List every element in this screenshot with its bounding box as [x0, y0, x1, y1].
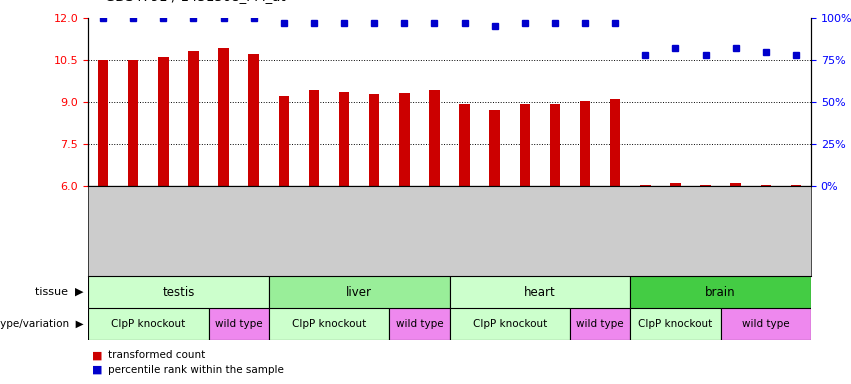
- Text: percentile rank within the sample: percentile rank within the sample: [107, 365, 283, 375]
- Bar: [570, 308, 631, 340]
- Bar: [489, 110, 500, 186]
- Bar: [721, 308, 811, 340]
- Bar: [98, 60, 108, 186]
- Text: ■: ■: [92, 365, 103, 375]
- Bar: [631, 308, 721, 340]
- Bar: [429, 90, 440, 186]
- Text: tissue  ▶: tissue ▶: [35, 287, 83, 297]
- Bar: [88, 308, 208, 340]
- Text: wild type: wild type: [742, 319, 790, 329]
- Bar: [580, 101, 591, 186]
- Text: ClpP knockout: ClpP knockout: [292, 319, 366, 329]
- Text: brain: brain: [705, 285, 736, 298]
- Text: wild type: wild type: [396, 319, 443, 329]
- Bar: [761, 185, 771, 186]
- Bar: [550, 104, 560, 186]
- Bar: [158, 57, 168, 186]
- Bar: [730, 183, 741, 186]
- Bar: [219, 48, 229, 186]
- Bar: [610, 99, 620, 186]
- Text: genotype/variation  ▶: genotype/variation ▶: [0, 319, 83, 329]
- Text: GDS4791 / 1451508_PM_at: GDS4791 / 1451508_PM_at: [105, 0, 286, 3]
- Text: ■: ■: [92, 350, 103, 361]
- Bar: [369, 94, 380, 186]
- Bar: [339, 92, 349, 186]
- Bar: [88, 276, 269, 308]
- Text: wild type: wild type: [576, 319, 624, 329]
- Bar: [399, 93, 409, 186]
- Bar: [278, 96, 289, 186]
- Bar: [188, 51, 199, 186]
- Bar: [269, 308, 389, 340]
- Bar: [520, 104, 530, 186]
- Bar: [248, 54, 259, 186]
- Bar: [700, 185, 711, 186]
- Bar: [449, 276, 631, 308]
- Bar: [640, 185, 650, 186]
- Text: ClpP knockout: ClpP knockout: [638, 319, 712, 329]
- Text: heart: heart: [524, 285, 556, 298]
- Bar: [128, 60, 139, 186]
- Text: ClpP knockout: ClpP knockout: [472, 319, 547, 329]
- Text: liver: liver: [346, 285, 372, 298]
- Bar: [671, 183, 681, 186]
- Bar: [460, 104, 470, 186]
- Text: ClpP knockout: ClpP knockout: [111, 319, 186, 329]
- Bar: [269, 276, 449, 308]
- Bar: [791, 185, 801, 186]
- Text: wild type: wild type: [214, 319, 262, 329]
- Text: testis: testis: [163, 285, 195, 298]
- Bar: [208, 308, 269, 340]
- Text: transformed count: transformed count: [107, 350, 205, 361]
- Bar: [449, 308, 570, 340]
- Bar: [631, 276, 811, 308]
- Bar: [309, 90, 319, 186]
- Bar: [389, 308, 449, 340]
